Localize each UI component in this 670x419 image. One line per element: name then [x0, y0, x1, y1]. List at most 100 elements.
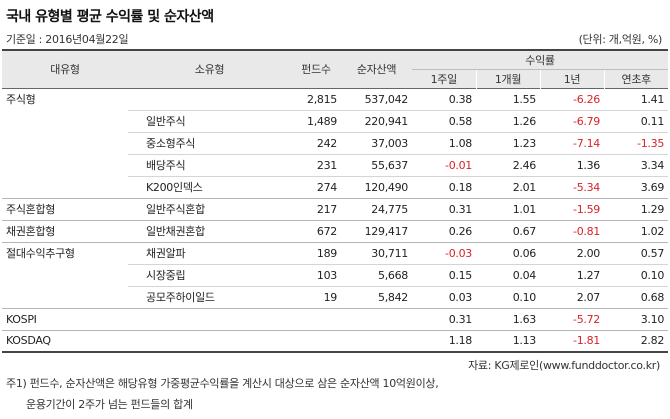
- return-1month-cell: 0.67: [512, 224, 537, 238]
- return-1month-cell: 1.01: [512, 202, 537, 216]
- return-ytd-cell: 0.11: [604, 109, 669, 132]
- return-ytd-cell: 1.41: [640, 92, 665, 106]
- return-ytd-cell: 0.57: [640, 246, 665, 260]
- return-1month-cell: 0.04: [476, 263, 540, 286]
- table-row: K200인덱스 274 120,490 0.18 2.01 -5.34 3.69: [2, 175, 669, 198]
- minor-type-cell: 배당주식: [128, 153, 291, 176]
- net-assets-cell: [341, 330, 412, 352]
- table-row: 배당주식 231 55,637 -0.01 2.46 1.36 3.34: [2, 153, 669, 176]
- header-1week: 1주일: [412, 68, 476, 88]
- return-1year-cell: -6.26: [573, 92, 600, 106]
- minor-type-cell: [128, 330, 291, 352]
- table-row: 주식혼합형 일반주식혼합 217 24,775 0.31 1.01 -1.59 1.29: [2, 198, 669, 220]
- net-assets-cell: 37,003: [341, 131, 412, 154]
- base-date: 기준일 : 2016년04월22일: [6, 33, 129, 46]
- table-row: 절대수익추구형 채권알파 189 30,711 -0.03 0.06 2.00 0.57: [2, 242, 669, 264]
- fund-count-cell: 2,815: [307, 92, 337, 106]
- major-type-cell: 주식혼합형: [6, 203, 56, 216]
- return-1week-cell: 0.15: [412, 263, 476, 286]
- return-ytd-cell: 0.10: [604, 263, 669, 286]
- major-type-cell: [2, 264, 128, 286]
- major-type-cell: 주식형: [6, 93, 36, 107]
- net-assets-cell: 220,941: [341, 109, 412, 132]
- header-minor-type: 소유형: [128, 50, 291, 88]
- return-ytd-cell: 2.82: [640, 334, 665, 348]
- net-assets-cell: 129,417: [364, 224, 409, 238]
- minor-type-cell: 일반채권혼합: [146, 225, 205, 238]
- return-1year-cell: -1.81: [573, 334, 600, 348]
- table-row: KOSDAQ 1.18 1.13 -1.81 2.82: [2, 330, 669, 352]
- return-1month-cell: 1.13: [512, 334, 537, 348]
- return-1week-cell: 0.18: [412, 175, 476, 198]
- table-row: 채권혼합형 일반채권혼합 672 129,417 0.26 0.67 -0.81 1.02: [2, 220, 669, 242]
- header-ytd: 연초후: [603, 68, 669, 88]
- table-row: 시장중립 103 5,668 0.15 0.04 1.27 0.10: [2, 263, 669, 286]
- major-type-cell: KOSPI: [6, 312, 37, 326]
- fund-count-cell: [291, 330, 341, 352]
- header-return-group: 수익률: [412, 50, 669, 69]
- minor-type-cell: 공모주하이일드: [128, 285, 291, 308]
- return-1year-cell: -6.79: [540, 109, 604, 132]
- return-1year-cell: -5.72: [573, 312, 600, 326]
- return-1year-cell: 1.27: [540, 263, 604, 286]
- return-1week-cell: 0.03: [412, 285, 476, 308]
- minor-type-cell: [128, 88, 291, 110]
- return-ytd-cell: 1.29: [640, 202, 665, 216]
- major-type-cell: 절대수익추구형: [6, 247, 75, 261]
- fund-count-cell: 19: [291, 285, 341, 308]
- footnote-line-2: 운용기간이 2주가 넘는 펀드들의 합계: [26, 398, 193, 411]
- table-row: 일반주식 1,489 220,941 0.58 1.26 -6.79 0.11: [2, 109, 669, 132]
- minor-type-cell: 중소형주식: [128, 131, 291, 154]
- fund-count-cell: 242: [291, 131, 341, 154]
- return-1year-cell: 2.00: [576, 246, 601, 260]
- net-assets-cell: 120,490: [341, 175, 412, 198]
- major-type-cell: KOSDAQ: [6, 334, 51, 348]
- return-1week-cell: 0.58: [412, 109, 476, 132]
- fund-count-cell: 274: [291, 175, 341, 198]
- return-1month-cell: 2.01: [476, 175, 540, 198]
- source-note: 자료: KG제로인(www.funddoctor.co.kr): [468, 359, 660, 372]
- return-1week-cell: 0.31: [448, 312, 473, 326]
- minor-type-cell: 일반주식: [128, 109, 291, 132]
- net-assets-cell: 5,842: [341, 285, 412, 308]
- net-assets-cell: 30,711: [371, 246, 408, 260]
- return-1month-cell: 1.26: [476, 109, 540, 132]
- page-title: 국내 유형별 평균 수익률 및 순자산액: [6, 9, 214, 25]
- major-type-cell: [2, 286, 128, 308]
- return-ytd-cell: 3.69: [604, 175, 669, 198]
- fund-count-cell: 189: [316, 246, 337, 260]
- return-1week-cell: 1.18: [448, 334, 473, 348]
- header-fund-count: 펀드수: [291, 50, 341, 88]
- footnote-line-1: 주1) 펀드수, 순자산액은 해당유형 가중평균수익률을 계산시 대상으로 삼은…: [6, 377, 439, 390]
- fund-count-cell: 217: [316, 202, 337, 216]
- table-row: 주식형 2,815 537,042 0.38 1.55 -6.26 1.41: [2, 88, 669, 110]
- major-type-cell: [2, 132, 128, 154]
- return-ytd-cell: 1.02: [640, 224, 665, 238]
- fund-count-cell: 231: [291, 153, 341, 176]
- net-assets-cell: 55,637: [341, 153, 412, 176]
- fund-count-cell: 103: [291, 263, 341, 286]
- return-1year-cell: -7.14: [540, 131, 604, 154]
- returns-table: 대유형 소유형 펀드수 순자산액 수익률 1주일 1개월 1년 연초후 주식형 2…: [2, 49, 669, 353]
- table-body: 주식형 2,815 537,042 0.38 1.55 -6.26 1.41 일반주식 1,48…: [2, 88, 669, 352]
- return-ytd-cell: 0.68: [604, 285, 669, 308]
- net-assets-cell: 24,775: [371, 202, 408, 216]
- minor-type-cell: [128, 308, 291, 330]
- minor-type-cell: 일반주식혼합: [146, 203, 205, 216]
- return-ytd-cell: -1.35: [604, 131, 669, 154]
- return-1month-cell: 2.46: [476, 153, 540, 176]
- return-1week-cell: 0.26: [448, 224, 473, 238]
- return-1year-cell: -1.59: [573, 202, 600, 216]
- return-1year-cell: 1.36: [540, 153, 604, 176]
- return-1month-cell: 1.23: [476, 131, 540, 154]
- return-1week-cell: -0.03: [445, 246, 472, 260]
- header-major-type: 대유형: [2, 50, 128, 88]
- table-row: 중소형주식 242 37,003 1.08 1.23 -7.14 -1.35: [2, 131, 669, 154]
- return-1month-cell: 0.10: [476, 285, 540, 308]
- return-1year-cell: -0.81: [573, 224, 600, 238]
- return-ytd-cell: 3.34: [604, 153, 669, 176]
- net-assets-cell: 537,042: [364, 92, 409, 106]
- major-type-cell: [2, 176, 128, 198]
- return-1month-cell: 1.63: [512, 312, 537, 326]
- return-1week-cell: 0.31: [448, 202, 473, 216]
